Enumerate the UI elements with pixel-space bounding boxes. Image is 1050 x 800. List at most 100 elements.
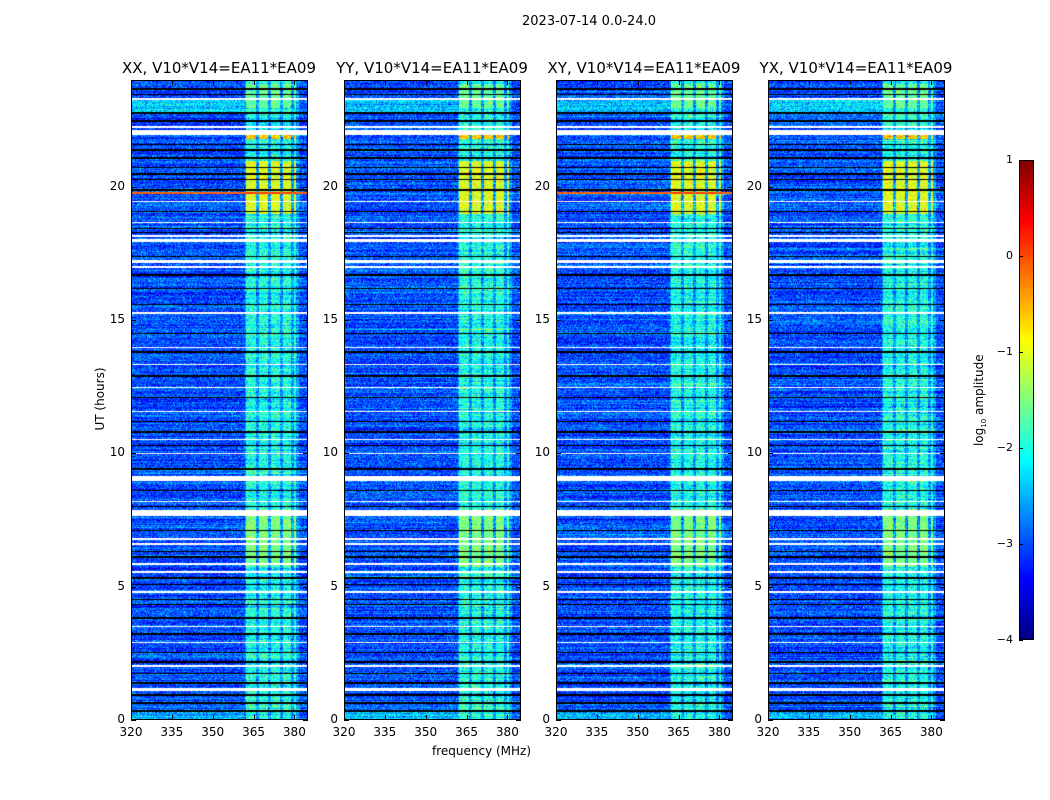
y-tick: [516, 453, 521, 455]
x-tick: [253, 80, 255, 85]
x-tick: [808, 715, 810, 720]
y-tick: [516, 186, 521, 188]
panel-title: YX, V10*V14=EA11*EA09: [759, 59, 953, 77]
x-tick: [890, 80, 892, 85]
x-tick: [212, 80, 214, 85]
y-tick-label: 15: [109, 312, 125, 326]
x-tick-label: 365: [455, 725, 478, 739]
x-tick-label: 350: [414, 725, 438, 739]
x-tick: [931, 715, 933, 720]
colorbar-tick: [1019, 352, 1023, 353]
x-tick-label: 320: [756, 725, 780, 739]
y-tick: [768, 720, 773, 721]
x-tick: [344, 715, 345, 720]
x-tick-label: 335: [160, 725, 184, 739]
x-tick-label: 350: [626, 725, 650, 739]
y-tick: [728, 186, 733, 188]
panel-title: XX, V10*V14=EA11*EA09: [121, 59, 316, 77]
y-tick: [728, 320, 733, 321]
x-tick: [808, 80, 810, 85]
x-tick-label: 320: [544, 725, 568, 739]
y-tick: [768, 320, 773, 321]
x-tick: [890, 715, 892, 720]
heatmap-image: [345, 81, 520, 719]
colorbar-label-log: log: [971, 427, 986, 447]
y-tick: [728, 720, 733, 721]
y-tick: [728, 453, 733, 455]
y-tick: [940, 186, 945, 188]
y-tick-label: 10: [322, 445, 338, 460]
y-tick-label: 20: [109, 178, 125, 193]
x-tick: [849, 80, 851, 85]
x-tick: [556, 715, 557, 720]
colorbar-tick-label: 0: [1006, 249, 1013, 262]
x-tick-label: 365: [879, 725, 902, 739]
y-tick: [940, 586, 945, 588]
y-tick: [303, 320, 308, 321]
x-tick-label: 335: [797, 725, 821, 739]
x-tick-label: 350: [838, 725, 862, 739]
x-tick-label: 320: [332, 725, 356, 739]
x-tick: [425, 80, 427, 85]
y-tick: [344, 720, 349, 721]
y-tick-label: 5: [117, 578, 125, 593]
x-tick: [425, 715, 427, 720]
x-axis-label: frequency (MHz): [432, 744, 532, 758]
y-tick-label: 5: [330, 578, 338, 593]
figure-title: 2023-07-14 0.0-24.0: [522, 14, 656, 29]
heatmap-panel: [131, 80, 308, 720]
x-tick: [466, 715, 468, 720]
y-tick: [344, 586, 349, 588]
x-tick: [171, 715, 173, 720]
y-tick: [344, 320, 349, 321]
y-tick: [131, 186, 136, 188]
y-tick: [556, 586, 561, 588]
y-tick: [940, 720, 945, 721]
x-tick-label: 380: [495, 725, 519, 739]
y-tick: [303, 186, 308, 188]
heatmap-panel: [768, 80, 945, 720]
x-tick: [768, 715, 769, 720]
y-tick-label: 0: [542, 712, 550, 726]
x-tick: [678, 715, 680, 720]
heatmap-image: [769, 81, 944, 719]
y-tick-label: 5: [754, 578, 762, 593]
heatmap-image: [557, 81, 732, 719]
x-tick-label: 335: [373, 725, 397, 739]
colorbar-label-sub: 10: [980, 418, 989, 428]
x-tick-label: 320: [119, 725, 143, 739]
y-axis-label: UT (hours): [93, 367, 107, 431]
x-tick: [931, 80, 933, 85]
x-tick: [294, 80, 296, 85]
y-tick: [131, 453, 136, 455]
y-tick: [556, 720, 561, 721]
x-tick: [556, 80, 557, 85]
y-tick: [303, 453, 308, 455]
y-tick: [940, 453, 945, 455]
x-tick: [466, 80, 468, 85]
y-tick-label: 10: [109, 445, 125, 460]
y-tick-label: 0: [330, 712, 338, 726]
y-tick: [516, 320, 521, 321]
y-tick: [303, 586, 308, 588]
x-tick-label: 380: [707, 725, 731, 739]
x-tick: [637, 80, 639, 85]
y-tick: [940, 320, 945, 321]
colorbar-gradient: [1020, 161, 1033, 639]
y-tick: [516, 586, 521, 588]
heatmap-image: [132, 81, 307, 719]
y-tick-label: 15: [746, 312, 762, 326]
y-tick: [768, 453, 773, 455]
colorbar-tick: [1019, 640, 1023, 641]
panel-title: YY, V10*V14=EA11*EA09: [336, 59, 528, 77]
x-tick: [678, 80, 680, 85]
y-tick: [556, 186, 561, 188]
y-tick-label: 20: [534, 178, 550, 193]
x-tick: [294, 715, 296, 720]
y-tick-label: 0: [117, 712, 125, 726]
x-tick: [253, 715, 255, 720]
y-tick-label: 10: [746, 445, 762, 460]
x-tick: [596, 715, 598, 720]
colorbar-tick-label: −3: [996, 537, 1013, 550]
x-tick: [171, 80, 173, 85]
